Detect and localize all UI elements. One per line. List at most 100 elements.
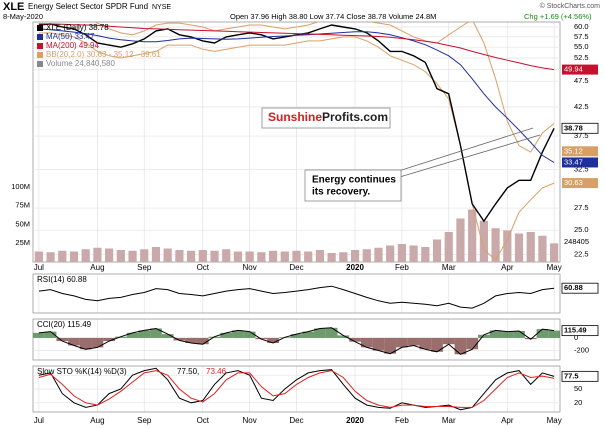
plot: JulJulAugAugSepSepOctOctNovNovDecDec2020… [11, 21, 599, 425]
x-tick-label: Feb [395, 416, 409, 425]
oscillator-fill [548, 330, 560, 338]
volume-tick-label: 50M [15, 219, 30, 228]
y-tick-label: 47.5 [574, 76, 589, 85]
volume-bar [268, 250, 278, 262]
volume-bar [491, 228, 500, 262]
y-tick-label: 0 [574, 333, 578, 342]
volume-bar [257, 252, 266, 262]
volume-bar [374, 247, 383, 262]
oscillator-fill [360, 337, 373, 348]
volume-bar [304, 251, 313, 262]
legend-entry: Volume 24,840,580 [46, 59, 115, 68]
logo-box [261, 107, 391, 129]
y-tick-label: 42.5 [574, 102, 589, 111]
series-line [38, 285, 555, 309]
volume-bar [93, 247, 102, 262]
volume-tick-label: 25M [15, 238, 30, 247]
volume-bar [163, 248, 172, 262]
logo-part: Sunshine [268, 110, 322, 124]
volume-bar [81, 249, 90, 262]
volume-bar [210, 250, 219, 262]
volume-bar [315, 250, 325, 262]
oscillator-fill [431, 337, 443, 352]
legend-swatch [37, 52, 43, 58]
volume-bar [105, 248, 114, 262]
oscillator-fill [325, 327, 338, 338]
date: 8-May-2020 [3, 12, 43, 21]
volume-bar [280, 251, 289, 262]
y-tick-label: 27.5 [574, 203, 589, 212]
volume-bar [456, 218, 465, 262]
legend-swatch [37, 34, 43, 40]
volume-bar [245, 251, 254, 262]
legend-entry: 77.50, [177, 367, 199, 376]
x-tick-label: Oct [197, 416, 210, 425]
annotation: Energy continues [312, 175, 396, 186]
oscillator-fill [173, 337, 186, 341]
volume-bar [46, 252, 55, 262]
plot-area [34, 22, 559, 262]
oscillator-fill [33, 332, 45, 338]
oscillator-fill [489, 330, 502, 338]
oscillator-fill [501, 331, 514, 338]
oscillator-fill [243, 331, 256, 338]
oscillator-fill [536, 329, 549, 338]
volume-bar [514, 233, 524, 262]
oscillator-fill [255, 337, 268, 340]
volume-bar [116, 250, 125, 262]
oscillator-fill [161, 334, 174, 338]
oscillator-fill [114, 336, 127, 338]
last-value-box [562, 64, 598, 75]
volume-bar [233, 251, 243, 262]
volume-bar [140, 249, 149, 262]
oscillator-fill [150, 328, 162, 338]
x-tick-label: May [547, 416, 562, 425]
change: Chg +1.69 (+4.56%) [524, 12, 592, 21]
x-tick-label: Sep [137, 263, 152, 272]
x-tick-label: Dec [289, 263, 303, 272]
legend-swatch [37, 61, 43, 67]
annotation-box [304, 169, 402, 202]
x-tick-label: May [547, 263, 562, 272]
series-line [38, 370, 555, 408]
x-tick-label: Jul [34, 416, 44, 425]
y-tick-label: 55.0 [574, 42, 589, 51]
x-tick-label: Sep [137, 416, 152, 425]
x-tick-label: Feb [395, 263, 409, 272]
volume-bar [128, 250, 137, 262]
legend-swatch [37, 43, 43, 49]
oscillator-fill [302, 331, 315, 338]
y-tick-label: 57.5 [574, 32, 589, 41]
oscillator-fill [372, 337, 385, 351]
last-value-box [561, 122, 599, 134]
oscillator-fill [91, 337, 104, 348]
x-tick-label: Mar [442, 263, 456, 272]
oscillator-fill [454, 337, 467, 355]
last-value-box [561, 325, 599, 337]
oscillator-fill [232, 330, 244, 338]
last-value: 49.94 [564, 65, 583, 74]
x-tick-label: Nov [243, 416, 257, 425]
last-value-box [561, 370, 599, 382]
last-value: 38.78 [564, 123, 583, 132]
volume-bar [350, 250, 360, 262]
volume-bar [175, 250, 184, 262]
x-tick-label: 2020 [346, 263, 364, 272]
legend-swatch [37, 25, 43, 31]
oscillator-fill [185, 337, 197, 343]
legend-entry: MA(200) 49.94 [46, 41, 99, 50]
legend-entry: RSI(14) 60.88 [37, 275, 87, 284]
oscillator-fill [466, 337, 479, 350]
oscillator-fill [396, 337, 408, 348]
quote: Open 37.96 High 38.80 Low 37.74 Close 38… [230, 12, 436, 21]
volume-bar [538, 235, 547, 262]
oscillator-fill [126, 332, 139, 338]
oscillator-fill [314, 328, 326, 338]
volume-bar [503, 230, 512, 262]
volume-tick-label: 75M [15, 201, 30, 210]
series-line [38, 327, 555, 355]
oscillator-fill [407, 337, 420, 346]
last-value: 115.49 [564, 326, 587, 335]
y-tick-label: 60.0 [574, 22, 589, 31]
